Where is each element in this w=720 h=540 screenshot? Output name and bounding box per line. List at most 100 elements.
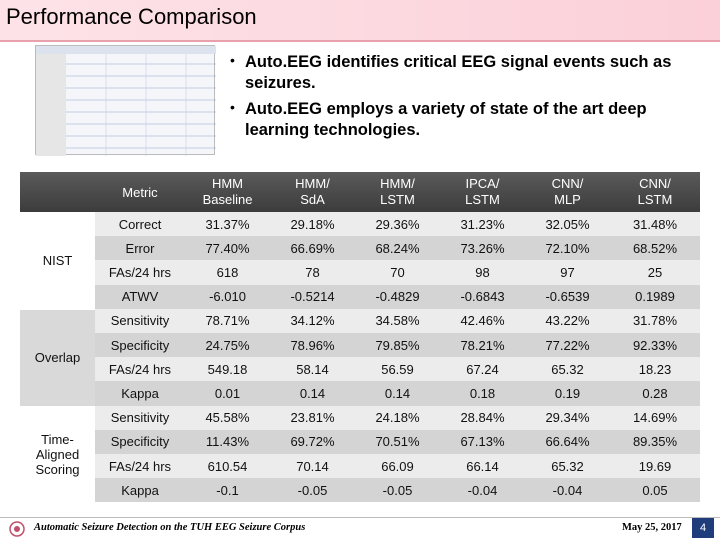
group-label: Time-Aligned Scoring [20, 405, 95, 503]
table-value: 69.72% [290, 434, 335, 450]
table-value: 77.40% [205, 240, 250, 256]
table-value: 45.58% [205, 410, 250, 426]
table-value: -0.04 [552, 482, 583, 498]
table-value: 28.84% [460, 410, 505, 426]
table-value: 67.13% [460, 434, 505, 450]
metric-label: Correct [118, 216, 162, 232]
column-header-line: CNN/ [551, 176, 584, 191]
table-row [95, 357, 700, 382]
table-value: 29.36% [375, 216, 420, 232]
table-value: 56.59 [381, 361, 414, 377]
table-value: 89.35% [632, 434, 678, 450]
table-value: 97 [560, 264, 575, 280]
column-header: HMM Baseline [185, 176, 270, 208]
table-value: 0.19 [554, 385, 581, 401]
table-value: 610.54 [207, 458, 248, 474]
thumb-sidebar [36, 54, 66, 156]
metric-label: ATWV [121, 289, 159, 305]
table-value: -0.04 [467, 482, 498, 498]
metric-label: Specificity [110, 337, 170, 353]
group-label: NIST [20, 212, 95, 309]
column-header-line: LSTM [637, 192, 673, 207]
screenshot-thumbnail [35, 45, 216, 156]
table-value: 31.37% [205, 216, 250, 232]
metric-label: Sensitivity [110, 410, 170, 426]
table-value: 68.24% [375, 240, 420, 256]
column-header-line: SdA [300, 192, 325, 207]
page-number: 4 [692, 518, 714, 538]
footer-logo [9, 521, 25, 537]
table-value: 0.14 [299, 385, 326, 401]
footer-rule [0, 517, 720, 518]
table-row [95, 405, 700, 430]
column-header-line: LSTM [465, 192, 500, 207]
table-value: 31.23% [460, 216, 505, 232]
header-row [20, 172, 700, 212]
column-header-line: LSTM [380, 192, 415, 207]
table-value: 31.48% [632, 216, 678, 232]
column-header: CNN/MLP [525, 176, 610, 208]
table-row [95, 284, 700, 309]
column-header-line: IPCA/ [465, 176, 500, 191]
table-value: 73.26% [460, 240, 505, 256]
table-value: 70.51% [375, 434, 420, 450]
title-rule [0, 40, 720, 42]
table-row [95, 212, 700, 237]
table-value: 29.18% [290, 216, 335, 232]
table-value: 65.32 [551, 458, 584, 474]
table-value: 67.24 [466, 361, 499, 377]
table-value: 0.05 [642, 482, 668, 498]
column-header: HMM/LSTM [355, 176, 440, 208]
table-row [95, 260, 700, 285]
table-row [95, 478, 700, 503]
thumb-signals [66, 54, 216, 156]
table-value: 78.71% [205, 313, 250, 329]
table-value: 70 [390, 264, 405, 280]
metric-label: FAs/24 hrs [108, 458, 172, 474]
metric-label: FAs/24 hrs [108, 361, 172, 377]
table-value: 65.32 [551, 361, 584, 377]
table-value: -0.6843 [460, 289, 505, 305]
table-value: 0.28 [642, 385, 668, 401]
table-value: 78.21% [460, 337, 505, 353]
table-value: 34.12% [290, 313, 335, 329]
bullet-dot: • [230, 52, 235, 68]
table-value: 19.69 [638, 458, 672, 474]
metric-label: Error [125, 240, 155, 256]
thumb-toolbar [36, 46, 216, 54]
column-header-line: HMM [211, 176, 244, 191]
bullet-dot: • [230, 99, 235, 115]
column-header-line: Baseline [202, 192, 253, 207]
table-value: 618 [216, 264, 239, 280]
table-value: -0.05 [297, 482, 328, 498]
table-value: 79.85% [375, 337, 420, 353]
column-header-line: HMM/ [295, 176, 330, 191]
table-row [95, 236, 700, 261]
table-value: 43.22% [545, 313, 590, 329]
column-header-line: MLP [554, 192, 581, 207]
table-value: 92.33% [632, 337, 678, 353]
table-value: 78.96% [290, 337, 335, 353]
bullet-text: Auto.EEG employs a variety of state of t… [245, 100, 647, 139]
group-label: Overlap [20, 308, 95, 406]
table-value: 24.18% [375, 410, 420, 426]
table-value: -0.05 [382, 482, 413, 498]
table-value: 0.01 [214, 385, 241, 401]
table-value: 25 [647, 264, 663, 280]
table-row [95, 381, 700, 406]
metric-label: Specificity [110, 434, 170, 450]
table-value: 24.75% [205, 337, 250, 353]
table-value: 31.78% [632, 313, 678, 329]
table-value: -6.010 [209, 289, 246, 305]
column-header: HMM/SdA [270, 176, 355, 208]
table-value: -0.1 [216, 482, 239, 498]
metric-label: FAs/24 hrs [108, 264, 172, 280]
table-value: 98 [475, 264, 490, 280]
title: Performance Comparison [6, 4, 257, 29]
table-value: 0.14 [384, 385, 411, 401]
table-value: 72.10% [545, 240, 590, 256]
table-row [95, 454, 700, 479]
table-value: 78 [305, 264, 320, 280]
table-value: 66.09 [381, 458, 414, 474]
